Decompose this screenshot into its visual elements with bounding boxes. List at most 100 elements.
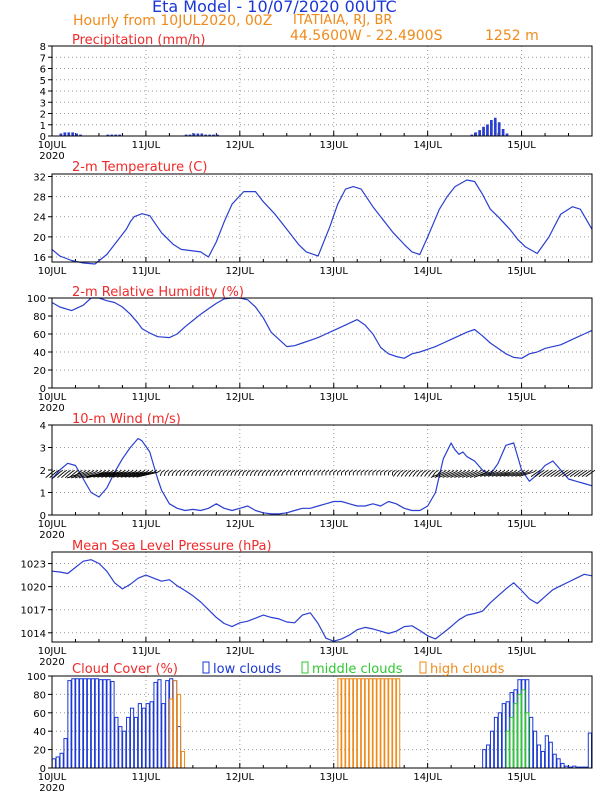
y-tick-label: 1020 xyxy=(21,583,46,594)
y-tick-label: 20 xyxy=(33,366,46,377)
wind-barb xyxy=(202,472,206,476)
wind-barb-flag xyxy=(380,469,384,473)
wind-barb-flag xyxy=(231,469,236,473)
wind-barb-flag xyxy=(220,469,224,473)
wind-barb-flag xyxy=(403,469,408,473)
precip-bar xyxy=(486,124,489,137)
x-tick-label: 12JUL xyxy=(226,772,255,783)
cloud-bar xyxy=(169,698,174,769)
wind-barb-flag xyxy=(407,469,412,473)
wind-barb-flag xyxy=(572,469,576,473)
precip-bar xyxy=(478,130,481,137)
wind-barb xyxy=(45,471,53,479)
wind-barb xyxy=(503,471,518,477)
cloud-bar xyxy=(79,678,84,769)
x-tick-label: 13JUL xyxy=(319,140,348,151)
wind-barb xyxy=(199,472,202,476)
x-year-label: 2020 xyxy=(39,783,64,792)
x-tick-label: 11JUL xyxy=(132,266,161,277)
wind-barb-flag xyxy=(568,469,572,473)
wind-barb xyxy=(585,471,593,478)
cloud-bar xyxy=(176,693,182,769)
x-tick-label: 15JUL xyxy=(507,392,536,403)
wind-barb-flag xyxy=(59,469,64,473)
station-name: ITATIAIA, RJ, BR xyxy=(293,13,393,28)
cloud-bar xyxy=(529,716,534,769)
wind-barb-flag xyxy=(302,469,306,473)
wind-barb-flag xyxy=(118,469,122,473)
cloud-bar xyxy=(521,689,526,769)
wind-barb xyxy=(428,471,432,477)
x-tick-label: 10JUL xyxy=(38,772,67,783)
wind-barb xyxy=(101,471,123,478)
y-tick-label: 40 xyxy=(33,348,46,359)
wind-barb-flag xyxy=(223,469,228,473)
wind-barb xyxy=(546,471,554,478)
wind-barb xyxy=(462,471,475,478)
wind-barb xyxy=(238,472,241,476)
wind-barb xyxy=(511,471,526,477)
cloud-bar xyxy=(90,678,96,769)
x-tick-label: 14JUL xyxy=(413,392,442,403)
cloud-bar xyxy=(137,703,142,769)
wind-barb-flag xyxy=(263,469,267,473)
wind-barb xyxy=(124,471,147,478)
wind-barb xyxy=(550,471,558,478)
cloud-bar xyxy=(517,693,522,769)
wind-barb-flag xyxy=(86,469,91,473)
y-tick-label: 1 xyxy=(40,489,46,500)
wind-barb-flag xyxy=(564,469,568,473)
wind-barb xyxy=(61,471,68,479)
cloud-bar xyxy=(384,678,389,769)
cloud-bar xyxy=(364,678,369,769)
wind-barb-flag xyxy=(251,469,255,473)
cloud-bar xyxy=(173,680,178,769)
wind-barb-flag xyxy=(478,469,482,473)
wind-barb-flag xyxy=(474,469,478,473)
cloud-bar xyxy=(161,703,166,769)
x-tick-label: 11JUL xyxy=(132,519,161,530)
cloud-bar xyxy=(98,679,103,769)
wind-barb-flag xyxy=(501,469,506,473)
wind-barb-flag xyxy=(454,469,459,473)
y-tick-label: 60 xyxy=(33,330,46,341)
y-tick-label: 16 xyxy=(33,253,46,264)
legend-swatch xyxy=(202,661,210,674)
wind-barb xyxy=(167,472,170,476)
cloud-bar xyxy=(341,678,346,769)
cloud-bar xyxy=(157,679,162,769)
panel-title: Precipitation (mm/h) xyxy=(72,33,205,48)
wind-barb-flag xyxy=(490,469,494,473)
wind-barb-flag xyxy=(130,469,134,473)
station-coords: 44.5600W - 22.4900S xyxy=(290,28,443,44)
wind-barb-flag xyxy=(63,469,67,473)
x-tick-label: 14JUL xyxy=(413,140,442,151)
wind-barb xyxy=(53,471,61,479)
legend-swatch xyxy=(419,661,427,674)
cloud-bar xyxy=(126,716,131,769)
cloud-bar xyxy=(83,678,88,769)
wind-barb xyxy=(465,471,479,478)
cloud-bar xyxy=(486,744,491,769)
wind-barb xyxy=(245,472,249,476)
wind-barb xyxy=(187,472,190,476)
x-tick-label: 13JUL xyxy=(319,519,348,530)
chart-title: Eta Model - 10/07/2020 00UTC xyxy=(152,0,397,16)
wind-barb-flag xyxy=(419,469,424,473)
cloud-bar xyxy=(552,753,557,769)
y-tick-label: 8 xyxy=(40,42,46,53)
wind-barb-flag xyxy=(169,469,173,473)
legend-label: low clouds xyxy=(213,662,282,677)
wind-barb-flag xyxy=(83,469,87,473)
cloud-bar xyxy=(505,730,510,769)
cloud-bar xyxy=(392,678,397,769)
wind-barb xyxy=(400,471,405,477)
wind-barb xyxy=(491,471,507,477)
wind-barb-flag xyxy=(376,469,381,473)
y-tick-label: 100 xyxy=(27,294,46,305)
wind-barb-flag xyxy=(243,469,247,473)
wind-barb-flag xyxy=(137,469,142,473)
wind-barb-flag xyxy=(443,469,447,473)
cloud-bar xyxy=(356,678,362,769)
wind-barb xyxy=(480,471,495,477)
